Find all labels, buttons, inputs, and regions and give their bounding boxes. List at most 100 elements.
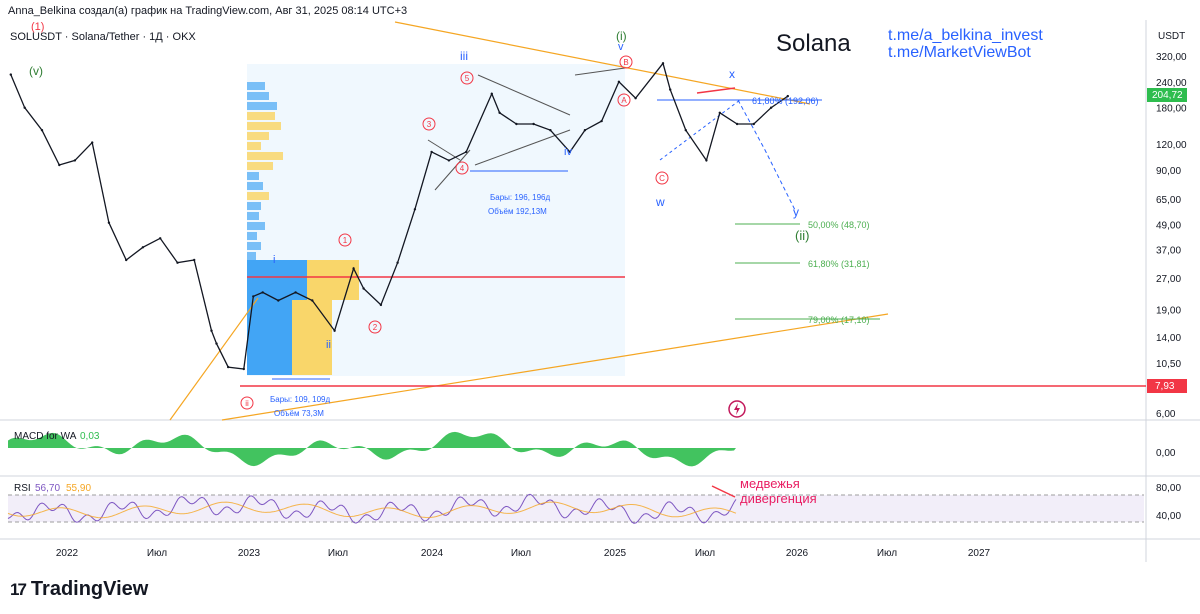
macd-histogram[interactable] bbox=[8, 431, 736, 467]
price-point bbox=[786, 94, 789, 98]
price-point bbox=[9, 73, 12, 76]
time-axis-label: 2023 bbox=[238, 548, 261, 559]
time-axis-label: 2026 bbox=[786, 548, 809, 559]
rsi-value: 56,70 bbox=[35, 483, 60, 494]
bars-range-2-line1: Бары: 109, 109д bbox=[270, 395, 330, 404]
bars-range-1-line2: Объём 192,13М bbox=[488, 207, 547, 216]
channel-line-b bbox=[474, 129, 571, 166]
price-point bbox=[617, 80, 621, 84]
rsi-line[interactable] bbox=[7, 493, 737, 524]
time-axis-label: Июл bbox=[147, 548, 167, 559]
rsi-axis-tick-40: 40,00 bbox=[1156, 511, 1181, 522]
chart-author-line: Anna_Belkina создал(а) график на Trading… bbox=[8, 5, 408, 17]
wave-label-v: v bbox=[618, 41, 624, 53]
macd-value: 0,03 bbox=[80, 431, 100, 442]
wave-label-ii-primary: (ii) bbox=[795, 228, 809, 243]
price-point bbox=[718, 111, 721, 115]
price-point bbox=[379, 303, 383, 307]
chart-overlay-title: Solana bbox=[776, 30, 851, 57]
volume-profile-bar bbox=[247, 82, 265, 90]
time-axis-label: 2022 bbox=[56, 548, 79, 559]
lower-left-trendline[interactable] bbox=[169, 297, 259, 421]
telegram-link-2[interactable]: t.me/MarketViewBot bbox=[888, 44, 1031, 61]
wave-label-iv: iv bbox=[564, 146, 572, 158]
level-price-value: 7,93 bbox=[1155, 381, 1175, 392]
price-axis-tick: 90,00 bbox=[1156, 166, 1181, 177]
price-axis-tick: 120,00 bbox=[1156, 140, 1187, 151]
telegram-link-1[interactable]: t.me/a_belkina_invest bbox=[888, 27, 1043, 44]
price-point bbox=[568, 150, 572, 154]
volume-profile-bar bbox=[247, 112, 275, 120]
price-point bbox=[210, 329, 213, 332]
volume-profile-histogram bbox=[247, 82, 283, 260]
rsi-axis-tick-80: 80,00 bbox=[1156, 483, 1181, 494]
price-axis-tick: 37,00 bbox=[1156, 246, 1181, 257]
circled-wave-label bbox=[460, 71, 474, 85]
circled-wave-label bbox=[338, 233, 352, 247]
circled-wave-label-text: 2 bbox=[373, 323, 378, 332]
price-point bbox=[752, 122, 755, 126]
price-point bbox=[176, 261, 179, 264]
circled-wave-label-text: 4 bbox=[460, 164, 465, 173]
time-axis-label: 2025 bbox=[604, 548, 627, 559]
price-point bbox=[684, 129, 687, 132]
symbol-info[interactable]: SOLUSDT · Solana/Tether · 1Д · OKX bbox=[10, 31, 196, 43]
price-axis-tick: 27,00 bbox=[1156, 274, 1181, 285]
wave-label-1-primary: (1) bbox=[31, 21, 44, 33]
price-point bbox=[107, 221, 111, 224]
volume-profile-bar bbox=[247, 242, 261, 250]
bars-range-2-line2: Объём 73,3М bbox=[274, 409, 324, 418]
rsi-label[interactable]: RSI bbox=[14, 483, 31, 494]
price-axis-tick: 49,00 bbox=[1156, 221, 1181, 232]
wave-label-w: w bbox=[655, 195, 665, 209]
price-point bbox=[490, 92, 493, 96]
price-point bbox=[91, 141, 94, 144]
price-point bbox=[396, 261, 399, 264]
channel-line-a bbox=[477, 74, 571, 116]
price-point bbox=[549, 129, 552, 132]
circled-wave-label bbox=[240, 396, 254, 410]
circled-wave-label-text: B bbox=[623, 58, 628, 67]
price-point bbox=[311, 299, 314, 302]
price-point bbox=[498, 111, 501, 115]
volume-profile-bar bbox=[247, 192, 269, 200]
circled-wave-labels: 1 2 3 4 5 A B Cii bbox=[240, 55, 669, 410]
price-point bbox=[252, 295, 255, 298]
divergence-note-line2: дивергенция bbox=[740, 491, 817, 506]
bars-range-1-line1: Бары: 196, 196д bbox=[490, 193, 550, 202]
divergence-note-line1: медвежья bbox=[740, 476, 800, 491]
upper-trendline[interactable] bbox=[394, 21, 811, 105]
price-point bbox=[769, 106, 773, 109]
wave-label-iii: iii bbox=[460, 49, 468, 63]
wave-label-ii: ii bbox=[326, 339, 331, 351]
fib-label-50: 50,00% (48,70) bbox=[808, 220, 870, 230]
wave-label-x: x bbox=[729, 67, 735, 81]
wave-label-i: i bbox=[273, 254, 275, 266]
lightning-icon[interactable] bbox=[728, 400, 746, 418]
volume-profile-bar bbox=[247, 152, 283, 160]
volume-profile-bar bbox=[247, 162, 273, 170]
time-axis-label: Июл bbox=[328, 548, 348, 559]
price-point bbox=[227, 365, 230, 369]
lower-trendline[interactable] bbox=[221, 313, 889, 421]
tradingview-logo[interactable]: 17 TradingView bbox=[10, 578, 148, 601]
volume-profile-bar bbox=[247, 212, 259, 220]
price-axis-tick: 180,00 bbox=[1156, 104, 1187, 115]
price-series-group[interactable] bbox=[9, 61, 789, 371]
price-point bbox=[362, 287, 365, 290]
channel-line-e bbox=[434, 149, 471, 191]
time-axis-label: 2024 bbox=[421, 548, 444, 559]
price-point bbox=[430, 150, 433, 154]
circled-wave-label bbox=[422, 117, 436, 131]
price-point bbox=[277, 299, 280, 302]
price-axis-currency: USDT bbox=[1158, 31, 1185, 42]
price-point bbox=[515, 122, 518, 126]
price-point bbox=[40, 129, 44, 132]
macd-label[interactable]: MACD for WA bbox=[14, 431, 77, 442]
divergence-line-price bbox=[696, 87, 736, 94]
time-axis-label: Июл bbox=[877, 548, 897, 559]
price-point bbox=[413, 208, 417, 211]
circled-wave-label bbox=[617, 93, 631, 107]
volume-profile-bar bbox=[247, 132, 269, 140]
